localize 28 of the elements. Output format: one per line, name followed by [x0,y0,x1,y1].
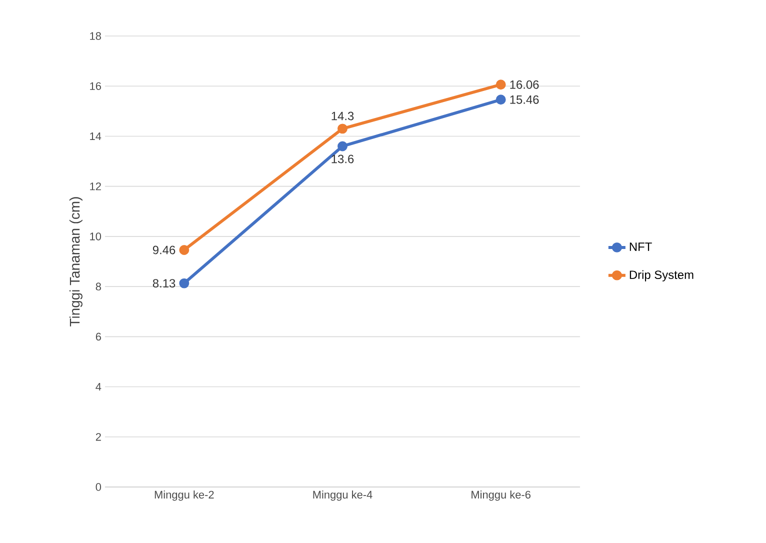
y-tick-label: 2 [96,433,101,441]
y-tick-label: 6 [96,332,101,341]
point [179,244,190,255]
y-tick-label: 18 [90,32,101,40]
y-tick-label: 0 [96,483,102,491]
legend-label: NFT [630,242,652,251]
data-label: 16.06 [510,80,539,89]
legend-label: Drip System [630,270,694,282]
point [338,141,348,152]
x-tick-label: Minggu ke-6 [472,490,530,501]
data-label: 15.46 [510,95,539,104]
point [179,278,190,288]
point [496,80,506,90]
x-tick-label: Minggu ke-2 [154,490,214,501]
y-tick-label: 4 [96,383,102,391]
y-tick-label: 8 [96,282,101,290]
point [338,124,348,134]
data-label: 13.6 [332,154,354,164]
y-tick-label: 12 [90,182,101,190]
x-tick-label: Minggu ke-4 [313,490,372,501]
y-axis-title: Tinggi Tanaman (cm) [69,197,82,326]
data-label: 14.3 [332,112,354,120]
data-label: 8.13 [152,279,176,288]
point [496,94,506,105]
y-tick-label: 10 [90,232,102,240]
y-tick-label: 14 [90,132,102,140]
y-tick-label: 16 [90,82,101,90]
data-label: 9.46 [152,246,176,254]
